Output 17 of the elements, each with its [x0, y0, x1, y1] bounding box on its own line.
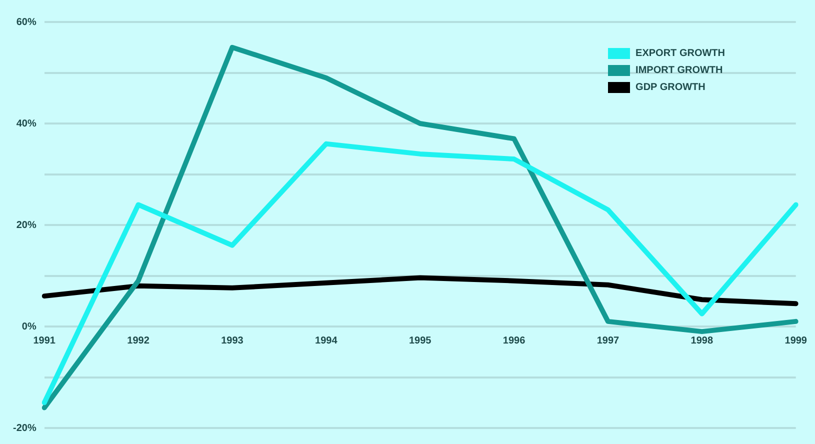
legend-label: IMPORT GROWTH — [636, 64, 723, 78]
x-tick-label: 1993 — [221, 335, 244, 346]
x-tick-label: 1991 — [33, 335, 56, 346]
x-tick-label: 1998 — [690, 335, 714, 346]
x-tick-label: 1994 — [315, 335, 338, 346]
y-tick-label: 20% — [16, 220, 36, 231]
y-tick-label: 0% — [22, 321, 36, 332]
y-tick-label: 40% — [16, 118, 36, 130]
legend-label: GDP GROWTH — [636, 81, 706, 95]
y-tick-label: -20% — [12, 422, 36, 434]
y-tick-label: 60% — [16, 16, 36, 28]
x-tick-label: 1997 — [596, 335, 620, 346]
legend-label: EXPORT GROWTH — [636, 47, 725, 61]
x-tick-label: 1995 — [408, 335, 432, 346]
x-tick-label: 1999 — [784, 335, 808, 346]
x-tick-label: 1996 — [502, 335, 526, 346]
x-tick-label: 1992 — [127, 335, 150, 346]
